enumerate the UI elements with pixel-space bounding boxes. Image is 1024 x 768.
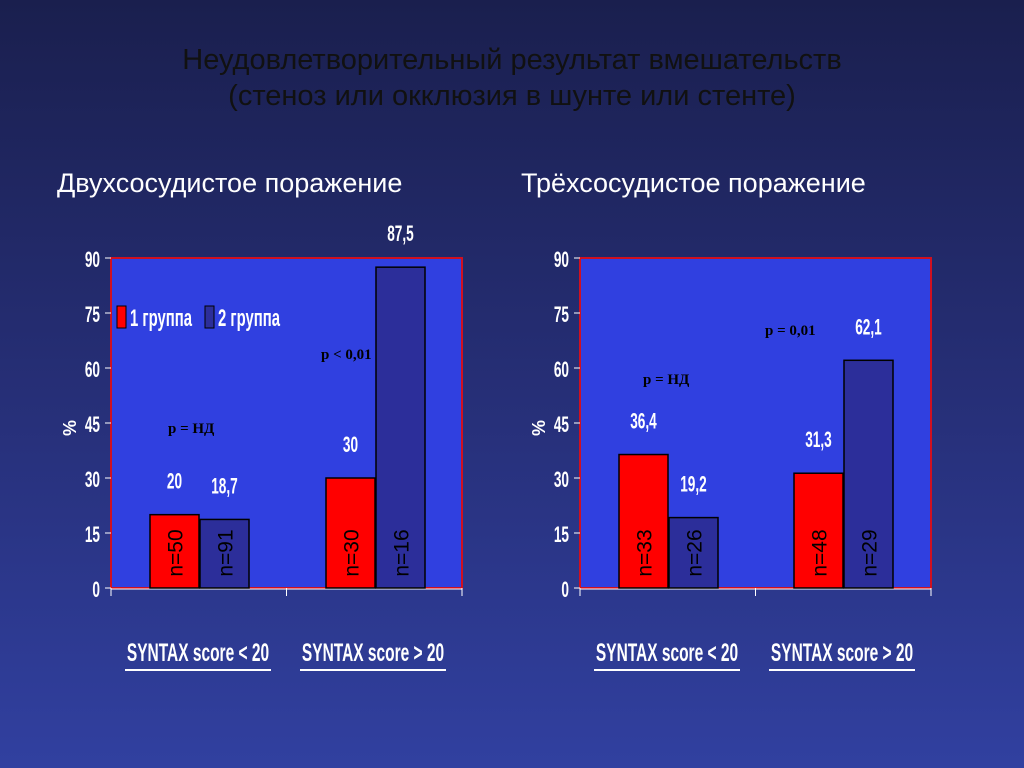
y-tick-label: 15	[554, 522, 569, 547]
p-value-annotation: p = НД	[643, 372, 690, 388]
y-tick-label: 60	[554, 357, 569, 382]
y-axis-label: %	[529, 420, 549, 436]
sample-size-label: n=91	[215, 529, 238, 576]
p-value-annotation: p = 0,01	[765, 323, 816, 339]
x-category-label: SYNTAX score > 20	[302, 639, 444, 667]
bar-group1	[618, 453, 669, 589]
sample-size-label: n=48	[809, 529, 832, 576]
sample-size-label: n=29	[859, 529, 882, 576]
y-tick-label: 90	[554, 247, 569, 272]
legend-swatch-group2	[204, 305, 215, 329]
p-value-annotation: p = НД	[168, 421, 215, 437]
chart-title-three-vessel: Трёхсосудистое поражение	[521, 168, 866, 198]
sample-size-label: n=30	[341, 529, 364, 576]
p-value-annotation: p < 0,01	[321, 347, 372, 363]
data-label: 87,5	[387, 221, 414, 246]
bar-group1	[793, 472, 844, 589]
y-tick-label: 75	[85, 302, 100, 327]
data-label: 19,2	[680, 471, 707, 496]
data-label: 30	[343, 432, 358, 457]
y-tick-label: 30	[554, 467, 569, 492]
sample-size-label: n=26	[684, 529, 707, 576]
bar-group2	[375, 266, 426, 589]
bar-group2	[199, 518, 250, 589]
data-label: 18,7	[211, 473, 238, 498]
data-label: 31,3	[805, 427, 832, 452]
y-tick-label: 15	[85, 522, 100, 547]
legend-swatch-group1	[116, 305, 127, 329]
slide-title: Неудовлетворительный результат вмешатель…	[0, 42, 1024, 114]
y-tick-label: 30	[85, 467, 100, 492]
data-label: 36,4	[630, 408, 657, 433]
sample-size-label: n=50	[165, 529, 188, 576]
y-tick-label: 45	[554, 412, 569, 437]
y-tick-label: 90	[85, 247, 100, 272]
title-line-1: Неудовлетворительный результат вмешатель…	[182, 44, 842, 76]
x-category-label: SYNTAX score < 20	[596, 639, 738, 667]
legend-label-group1: 1 группа	[130, 306, 193, 332]
bar-group1	[149, 513, 200, 589]
sample-size-label: n=16	[391, 529, 414, 576]
y-tick-label: 0	[92, 577, 100, 602]
bar-group2	[843, 359, 894, 589]
y-tick-label: 75	[554, 302, 569, 327]
bar-group1	[325, 477, 376, 589]
y-tick-label: 0	[561, 577, 569, 602]
sample-size-label: n=33	[634, 529, 657, 576]
chart-title-two-vessel: Двухсосудистое поражение	[57, 168, 403, 198]
title-line-2: (стеноз или окклюзия в шунте или стенте)	[228, 80, 796, 112]
legend-label-group2: 2 группа	[218, 306, 281, 332]
y-tick-label: 45	[85, 412, 100, 437]
data-label: 20	[167, 468, 182, 493]
y-tick-label: 60	[85, 357, 100, 382]
x-category-label: SYNTAX score > 20	[771, 639, 913, 667]
bar-group2	[668, 516, 719, 589]
data-label: 62,1	[855, 314, 882, 339]
x-category-label: SYNTAX score < 20	[127, 639, 269, 667]
y-axis-label: %	[60, 420, 80, 436]
